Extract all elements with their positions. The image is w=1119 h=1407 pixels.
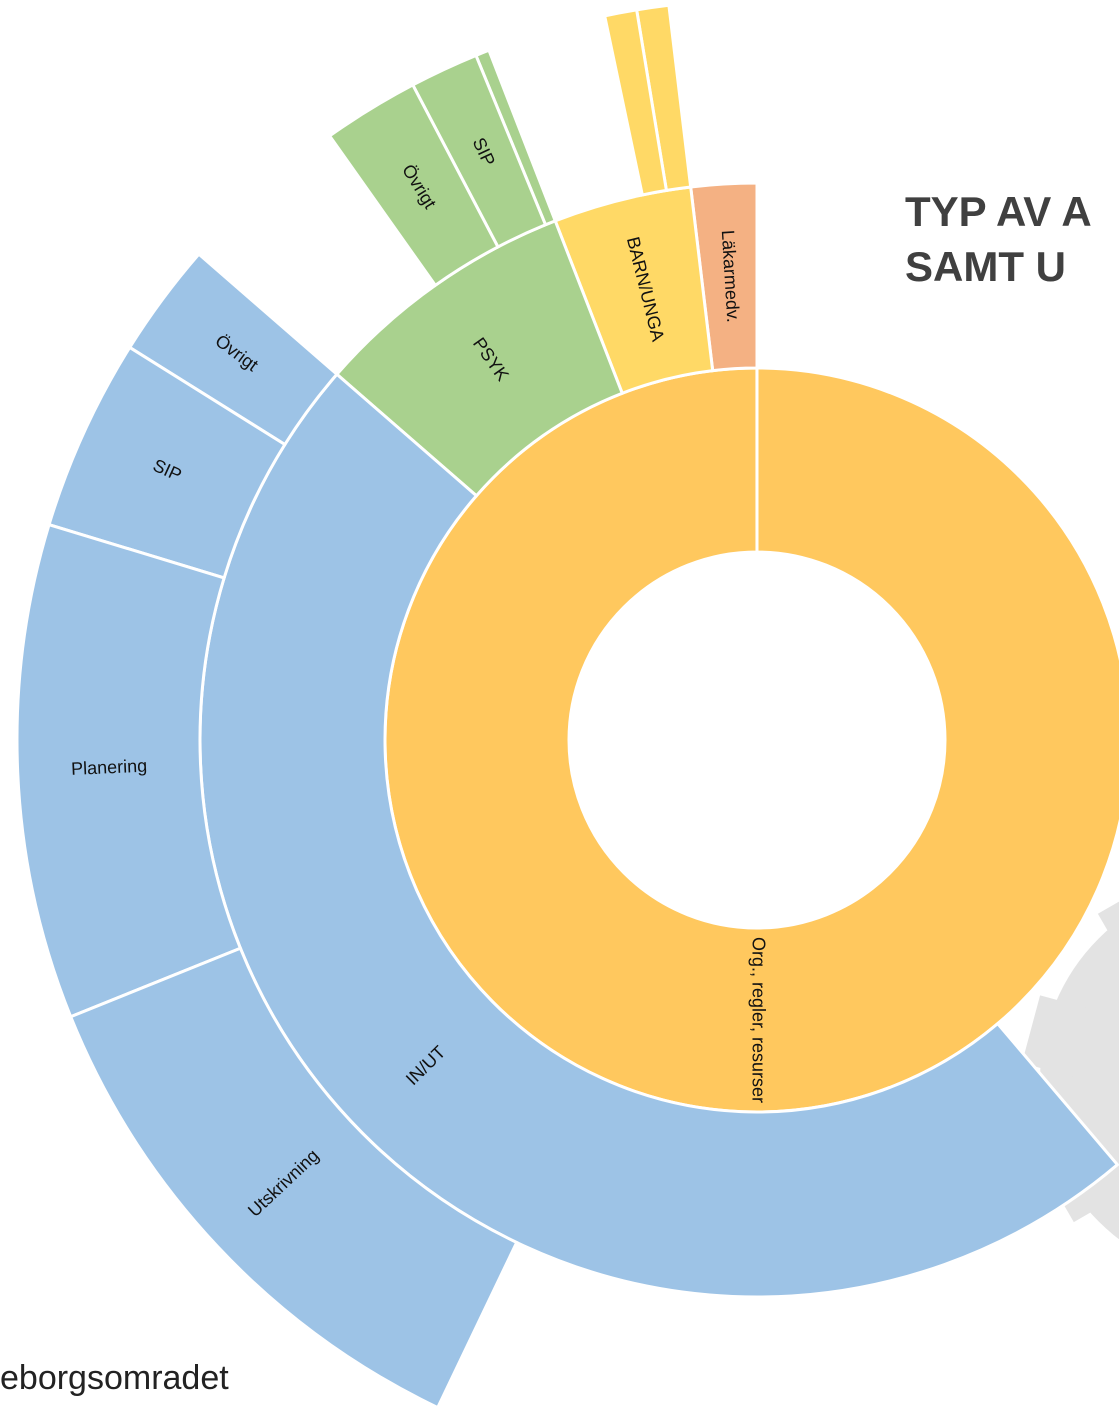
footer-text: eborgsomradet [0,1359,229,1397]
segment-label: Planering [71,756,148,779]
chart: Org., regler, resurserLäkarmedv.BARN/UNG… [0,0,1119,1407]
title-line: SAMT U [905,243,1066,290]
page: Org., regler, resurserLäkarmedv.BARN/UNG… [0,0,1119,1407]
title-line: TYP AV A [905,188,1092,235]
segment-label: Org., regler, resurser [748,937,768,1103]
